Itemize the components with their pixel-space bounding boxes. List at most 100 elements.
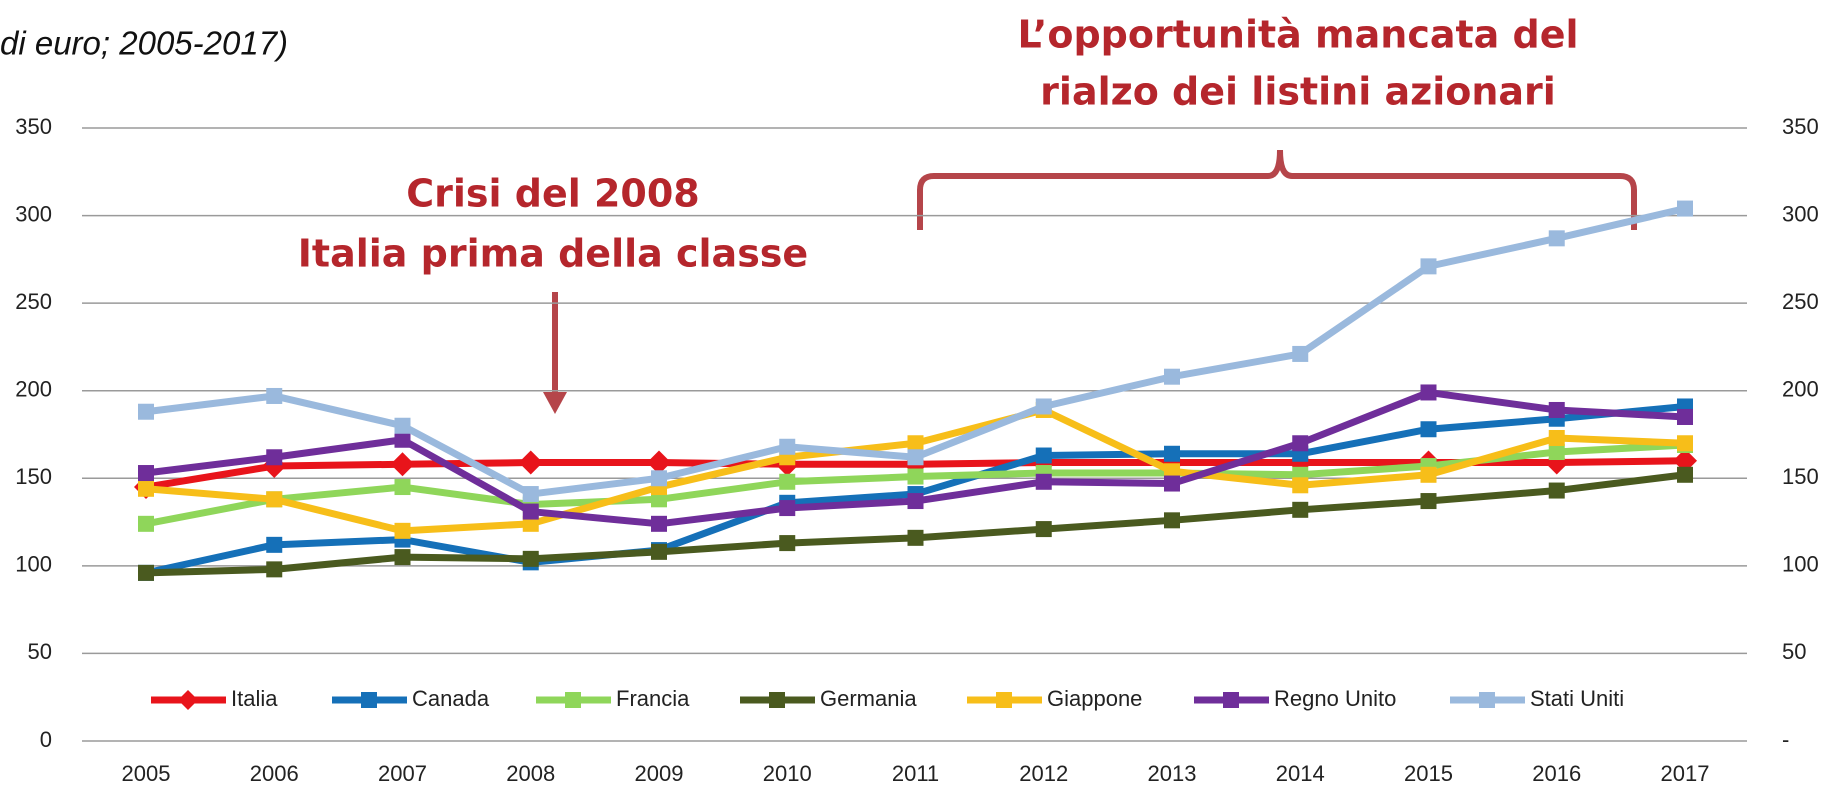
x-tick-label: 2014 [1276,761,1325,786]
marker [651,491,667,508]
marker [1164,475,1180,492]
legend-label: Canada [412,686,490,711]
annotation: L’opportunità mancata del [1017,13,1578,57]
marker [266,491,283,508]
legend-label: Germania [820,686,917,711]
marker [1548,401,1565,418]
marker [907,493,924,510]
legend-marker [361,692,377,708]
x-tick-label: 2013 [1148,761,1197,786]
marker [522,515,539,532]
chart-title: di euro; 2005-2017) [0,25,288,62]
marker [1548,430,1565,447]
y2-tick-label: 50 [1782,639,1806,664]
marker [1164,445,1180,462]
y-tick-label: 0 [40,727,52,752]
annotation: Italia prima della classe [298,232,808,276]
marker [647,450,671,475]
marker [1035,398,1052,415]
y-tick-label: 250 [15,289,52,314]
marker [1035,447,1052,464]
marker [1035,521,1052,538]
x-tick-label: 2007 [378,761,427,786]
marker [1292,477,1309,494]
marker [907,449,924,466]
legend-label: Italia [231,686,278,711]
y2-tick-label: 350 [1782,114,1819,139]
marker [779,438,796,455]
y-tick-label: 100 [15,552,52,577]
legend-marker [996,692,1012,708]
y2-tick-label: 150 [1782,464,1819,489]
y-tick-label: 350 [15,114,52,139]
marker [907,529,924,546]
legend-label: Stati Uniti [1530,686,1624,711]
marker [779,500,796,517]
marker [1420,384,1437,401]
y-tick-label: 150 [15,464,52,489]
marker [522,486,539,503]
marker [1164,368,1180,385]
arrow-head [543,392,567,414]
marker [1548,482,1565,499]
marker [1292,501,1309,518]
marker [266,561,283,578]
y-tick-label: 200 [15,377,52,402]
marker [394,479,411,496]
x-tick-label: 2010 [763,761,812,786]
marker [522,503,539,520]
marker [1548,444,1565,461]
marker [907,468,924,485]
marker [1420,493,1437,510]
marker [1292,345,1309,362]
y2-tick-label: 250 [1782,289,1819,314]
marker [779,535,796,552]
marker [1164,463,1180,480]
x-tick-label: 2016 [1532,761,1581,786]
marker [907,435,924,452]
marker [138,515,154,532]
marker [1292,435,1309,452]
marker [394,522,411,539]
marker [266,536,283,553]
legend-marker [1223,692,1239,708]
x-tick-label: 2011 [892,761,939,786]
marker [1677,435,1693,452]
marker [522,550,539,567]
marker [1164,512,1180,529]
marker [1420,258,1437,275]
marker [1677,200,1693,217]
x-tick-label: 2015 [1404,761,1453,786]
y2-tick-label: - [1782,727,1789,752]
legend-marker [769,692,785,708]
marker [1677,408,1693,425]
marker [779,473,796,490]
legend-label: Francia [616,686,690,711]
y2-tick-label: 300 [1782,201,1819,226]
marker [138,480,154,497]
marker [1420,466,1437,483]
y2-tick-label: 100 [1782,552,1819,577]
legend-marker [178,690,198,710]
legend-label: Giappone [1047,686,1142,711]
annotation: Crisi del 2008 [406,172,700,216]
marker [138,403,154,420]
annotation: rialzo dei listini azionari [1040,70,1556,114]
x-tick-label: 2006 [250,761,299,786]
marker [1673,448,1697,473]
y-tick-label: 300 [15,201,52,226]
marker [138,564,154,581]
marker [651,515,667,532]
marker [518,450,543,475]
marker [651,543,667,560]
marker [138,465,154,482]
legend-marker [565,692,581,708]
x-tick-label: 2009 [635,761,684,786]
marker [1420,421,1437,438]
marker [1548,230,1565,247]
x-tick-label: 2005 [122,761,171,786]
legend-label: Regno Unito [1274,686,1396,711]
x-tick-label: 2017 [1661,761,1710,786]
x-tick-label: 2008 [506,761,555,786]
